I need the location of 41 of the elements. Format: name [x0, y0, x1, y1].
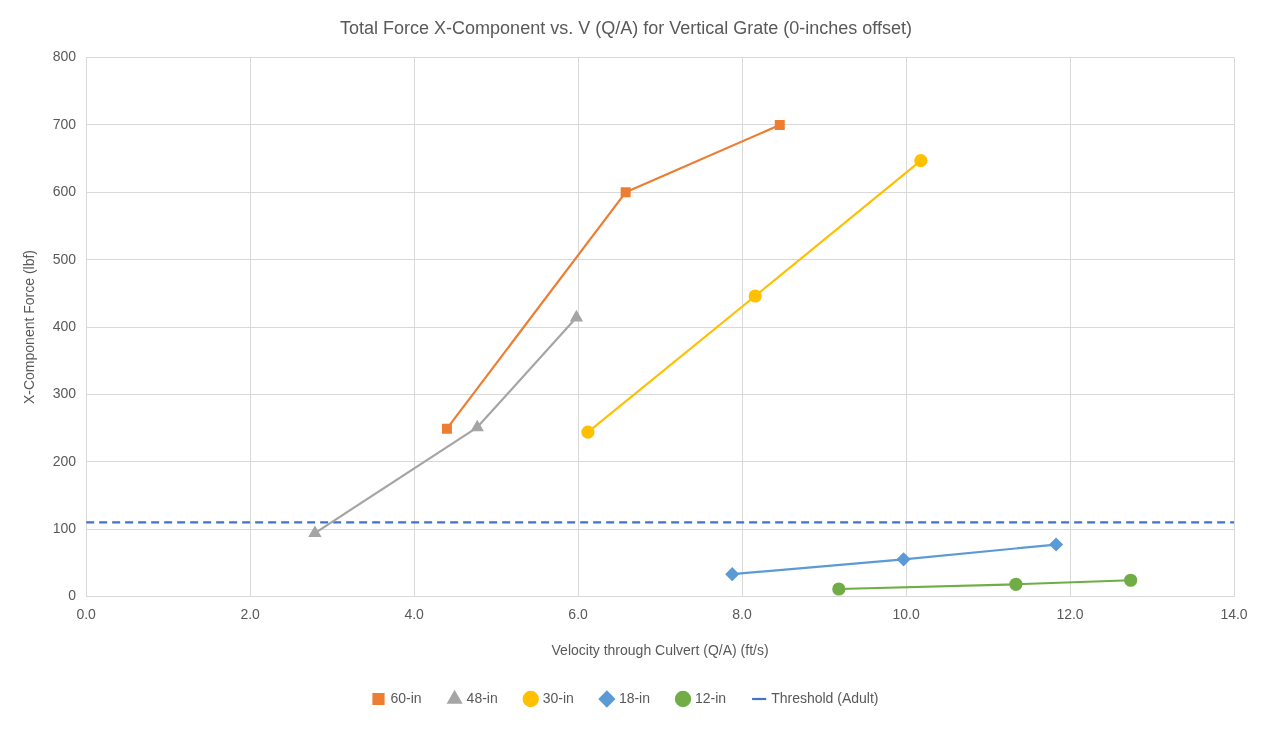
y-axis-title: X-Component Force (lbf) [21, 249, 38, 405]
point [1124, 573, 1138, 587]
point [832, 582, 846, 596]
x-tick-label: 6.0 [568, 605, 589, 622]
x-tick-label: 0.0 [76, 605, 97, 622]
y-tick-label: 800 [52, 48, 77, 65]
point [1049, 537, 1063, 552]
point [570, 310, 583, 322]
point [896, 552, 911, 566]
point [309, 526, 321, 537]
point [471, 420, 484, 432]
legend-label: 18-in [618, 689, 651, 706]
legend-label: 60-in [390, 689, 422, 706]
point [725, 567, 739, 581]
chart-title: Total Force X-Component vs. V (Q/A) for Vertical Grate (0-inches offset) [340, 17, 912, 38]
point [774, 119, 785, 130]
y-tick-label: 600 [52, 183, 77, 200]
legend-label: 30-in [542, 689, 574, 706]
y-tick-label: 700 [52, 115, 77, 132]
point [441, 423, 452, 434]
point [581, 425, 595, 439]
y-tick-label: 200 [52, 452, 77, 469]
legend-label: 48-in [466, 689, 498, 706]
legend-label: 12-in [695, 689, 727, 706]
point [620, 187, 631, 198]
point [748, 289, 762, 303]
y-tick-label: 500 [52, 250, 77, 267]
x-tick-label: 8.0 [732, 605, 753, 622]
y-tick-label: 400 [52, 317, 77, 334]
y-tick-label: 300 [52, 385, 77, 402]
point [1009, 577, 1023, 591]
legend-label: Threshold (Adult) [771, 689, 879, 706]
x-tick-label: 12.0 [1056, 605, 1084, 622]
x-tick-label: 2.0 [240, 605, 261, 622]
x-tick-label: 10.0 [892, 605, 920, 622]
y-tick-label: 100 [52, 519, 77, 536]
y-tick-label: 0 [68, 587, 77, 604]
x-tick-label: 14.0 [1220, 605, 1248, 622]
x-axis-title: Velocity through Culvert (Q/A) (ft/s) [551, 642, 769, 659]
point [914, 154, 928, 168]
x-tick-label: 4.0 [404, 605, 425, 622]
